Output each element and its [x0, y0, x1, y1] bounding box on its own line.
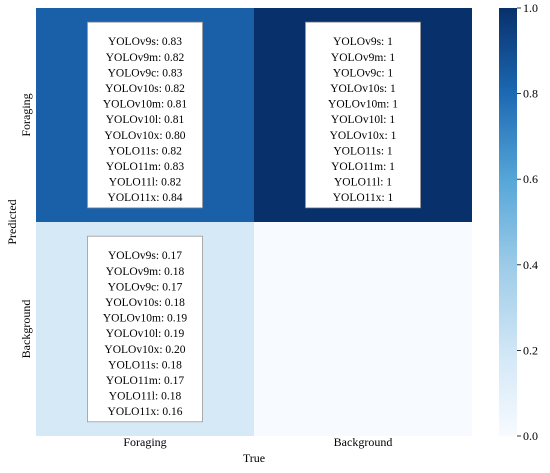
cell-annotations: YOLOv9s: 0.83 YOLOv9m: 0.82 YOLOv9c: 0.83 Y… — [87, 21, 421, 423]
annotation-line: YOLO11x: 0.16 — [108, 406, 183, 418]
annotation-line: YOLO11m: 1 — [331, 161, 395, 173]
colorbar-tick-label: 0.0 — [523, 429, 538, 443]
annotation-line: YOLOv10m: 0.81 — [103, 99, 188, 111]
annotation-box — [87, 21, 203, 209]
annotation-line: YOLOv9s: 1 — [333, 36, 393, 48]
annotation-line: YOLOv10l: 0.19 — [106, 328, 185, 340]
annotation-line: YOLOv10l: 0.81 — [106, 114, 185, 126]
annotation-line: YOLO11x: 0.84 — [108, 192, 183, 204]
colorbar-tick-label: 0.2 — [523, 343, 538, 357]
annotation-line: YOLO11m: 0.17 — [106, 375, 184, 387]
annotation-line: YOLOv10s: 1 — [330, 83, 396, 95]
colorbar-tick-label: 0.8 — [523, 87, 538, 101]
annotation-line: YOLOv9s: 0.17 — [108, 250, 182, 262]
y-axis-label: Predicted — [5, 199, 19, 244]
x-tick-labels: Foraging Background — [123, 435, 392, 449]
annotation-box — [305, 21, 421, 209]
x-tick-label: Background — [334, 435, 393, 449]
colorbar-tick-label: 1.0 — [523, 1, 538, 15]
annotation-line: YOLOv9m: 0.18 — [106, 266, 185, 278]
annotation-line: YOLOv10x: 1 — [330, 130, 397, 142]
annotation-line: YOLOv9m: 1 — [331, 52, 395, 64]
annotation-line: YOLO11s: 0.82 — [108, 145, 182, 157]
colorbar-tick-label: 0.6 — [523, 172, 538, 186]
annotation-line: YOLOv10m: 0.19 — [103, 313, 188, 325]
annotation-line: YOLOv9c: 0.83 — [108, 67, 183, 79]
x-axis-label: True — [243, 451, 265, 465]
annotation-line: YOLO11l: 0.18 — [109, 391, 182, 403]
colorbar-ticks: 0.0 0.2 0.4 0.6 0.8 1.0 — [517, 1, 538, 443]
annotation-line: YOLOv9m: 0.82 — [106, 52, 185, 64]
annotation-box — [87, 235, 203, 423]
annotation-line: YOLO11m: 0.83 — [106, 161, 184, 173]
colorbar — [499, 8, 517, 436]
colorbar-tick-label: 0.4 — [523, 258, 538, 272]
annotation-line: YOLOv10s: 0.82 — [105, 83, 185, 95]
annotation-line: YOLO11s: 0.18 — [108, 359, 182, 371]
annotation-line: YOLOv10x: 0.80 — [104, 130, 185, 142]
annotation-line: YOLOv10m: 1 — [328, 99, 398, 111]
annotation-line: YOLOv9c: 1 — [333, 67, 394, 79]
annotation-line: YOLOv10l: 1 — [331, 114, 395, 126]
annotation-line: YOLO11l: 0.82 — [109, 177, 182, 189]
annotation-line: YOLOv10s: 0.18 — [105, 297, 185, 309]
x-tick-label: Foraging — [123, 435, 166, 449]
y-tick-label: Foraging — [19, 93, 33, 136]
annotation-line: YOLOv9c: 0.17 — [108, 281, 183, 293]
annotation-line: YOLO11l: 1 — [334, 177, 392, 189]
annotation-line: YOLO11x: 1 — [333, 192, 394, 204]
heatmap-cell — [254, 222, 472, 436]
annotation-line: YOLO11s: 1 — [333, 145, 393, 157]
annotation-line: YOLOv9s: 0.83 — [108, 36, 182, 48]
y-tick-labels: Foraging Background — [19, 93, 33, 358]
annotation-line: YOLOv10x: 0.20 — [104, 344, 185, 356]
y-tick-label: Background — [19, 300, 33, 359]
